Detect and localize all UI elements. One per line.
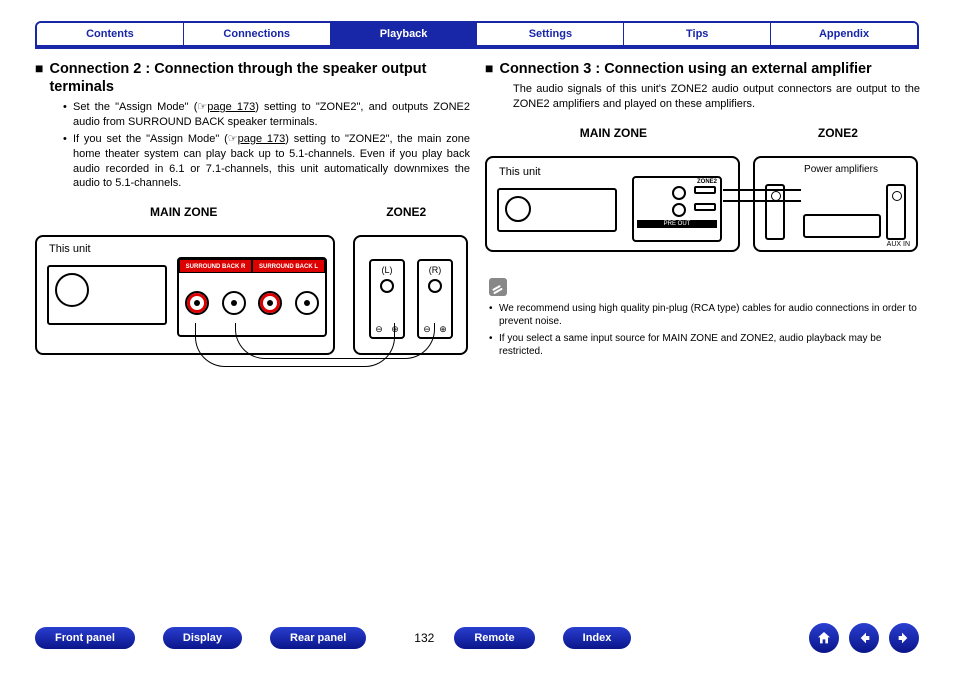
tab-connections[interactable]: Connections	[184, 23, 331, 45]
power-amp-label: Power amplifiers	[791, 164, 891, 175]
diagram-connection3: This unit ZONE2 PRE OUT Power amplifiers	[485, 144, 920, 264]
page-link-173b[interactable]: page 173	[238, 133, 286, 145]
this-unit-label: This unit	[49, 243, 91, 255]
pencil-note-icon	[489, 278, 507, 296]
jack-icon	[258, 291, 282, 315]
note-item: We recommend using high quality pin-plug…	[489, 302, 920, 329]
page-link-173a[interactable]: page 173	[207, 101, 255, 113]
amplifier-icon	[803, 214, 881, 238]
bottom-nav: Front panel Display Rear panel 132 Remot…	[35, 623, 919, 653]
right-column: ■ Connection 3 : Connection using an ext…	[485, 60, 920, 362]
home-icon	[816, 630, 832, 646]
nav-rear-panel[interactable]: Rear panel	[270, 627, 366, 649]
jack-icon	[222, 291, 246, 315]
tab-settings[interactable]: Settings	[477, 23, 624, 45]
next-button[interactable]	[889, 623, 919, 653]
label-main-zone: MAIN ZONE	[489, 126, 738, 140]
top-rule	[35, 47, 919, 49]
surround-back-r-label: SURROUND BACK R	[179, 259, 252, 273]
bullet-1: Set the "Assign Mode" (☞page 173) settin…	[63, 100, 470, 130]
rca-cable-icon	[723, 189, 801, 191]
label-zone2: ZONE2	[756, 126, 920, 140]
section-title-text: Connection 3 : Connection using an exter…	[499, 60, 871, 78]
jack-icon	[295, 291, 319, 315]
zone-labels-right: MAIN ZONE ZONE2	[489, 126, 920, 140]
tab-playback[interactable]: Playback	[331, 23, 478, 45]
nav-front-panel[interactable]: Front panel	[35, 627, 135, 649]
main-zone-box: This unit ZONE2 PRE OUT	[485, 156, 740, 252]
tab-tips[interactable]: Tips	[624, 23, 771, 45]
section-title-conn2: ■ Connection 2 : Connection through the …	[35, 60, 470, 96]
square-bullet-icon: ■	[485, 60, 493, 78]
speaker-wire-icon	[235, 323, 435, 359]
square-bullet-icon: ■	[35, 60, 43, 96]
rca-jack-icon	[672, 186, 686, 200]
tab-contents[interactable]: Contents	[37, 23, 184, 45]
top-tabs: Contents Connections Playback Settings T…	[35, 21, 919, 47]
surround-back-l-label: SURROUND BACK L	[252, 259, 325, 273]
zone-labels-left: MAIN ZONE ZONE2	[39, 205, 470, 219]
arrow-right-icon	[896, 630, 912, 646]
nav-display[interactable]: Display	[163, 627, 242, 649]
note-block: We recommend using high quality pin-plug…	[489, 278, 920, 359]
zone2-small-label: ZONE2	[634, 178, 720, 186]
section-title-text: Connection 2 : Connection through the sp…	[49, 60, 470, 96]
section-intro: The audio signals of this unit's ZONE2 a…	[513, 82, 920, 112]
rca-plug-icon	[694, 203, 716, 211]
rca-cable-icon	[723, 200, 801, 202]
receiver-unit-icon	[47, 265, 167, 325]
label-main-zone: MAIN ZONE	[39, 205, 328, 219]
section-title-conn3: ■ Connection 3 : Connection using an ext…	[485, 60, 920, 78]
nav-remote[interactable]: Remote	[454, 627, 534, 649]
nav-index[interactable]: Index	[563, 627, 632, 649]
bullet-2: If you set the "Assign Mode" (☞page 173)…	[63, 132, 470, 191]
tab-appendix[interactable]: Appendix	[771, 23, 917, 45]
rca-plug-icon	[694, 186, 716, 194]
preout-label: PRE OUT	[637, 220, 717, 228]
arrow-left-icon	[856, 630, 872, 646]
speaker-icon	[886, 184, 906, 240]
jack-icon	[185, 291, 209, 315]
speaker-icon	[765, 184, 785, 240]
left-column: ■ Connection 2 : Connection through the …	[35, 60, 470, 373]
page-number: 132	[414, 631, 434, 645]
this-unit-label: This unit	[499, 166, 541, 178]
prev-button[interactable]	[849, 623, 879, 653]
preout-panel: ZONE2 PRE OUT	[632, 176, 722, 242]
zone2-box: Power amplifiers AUX IN	[753, 156, 918, 252]
aux-in-label: AUX IN	[887, 241, 910, 248]
label-zone2: ZONE2	[342, 205, 470, 219]
receiver-unit-icon	[497, 188, 617, 232]
rca-jack-icon	[672, 203, 686, 217]
diagram-connection2: This unit SURROUND BACK R SURROUND BACK …	[35, 223, 470, 373]
note-item: If you select a same input source for MA…	[489, 332, 920, 359]
home-button[interactable]	[809, 623, 839, 653]
